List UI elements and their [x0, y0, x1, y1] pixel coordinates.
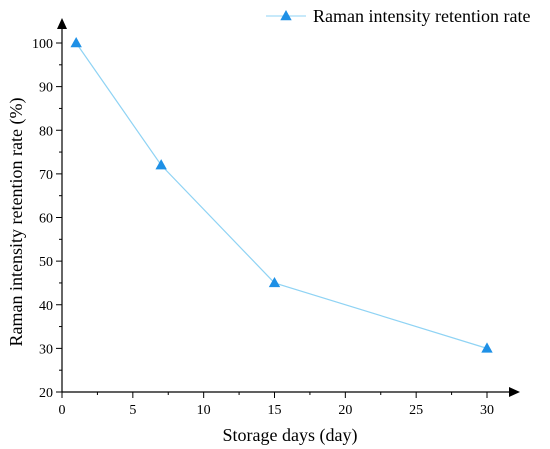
x-tick-label: 0	[59, 403, 66, 418]
y-tick-label: 20	[39, 386, 53, 401]
x-tick-label: 10	[197, 403, 211, 418]
x-axis-arrow	[509, 387, 520, 397]
data-point-marker	[70, 37, 82, 48]
y-tick-label: 40	[39, 299, 53, 314]
data-point-marker	[481, 342, 493, 353]
x-tick-label: 5	[129, 403, 136, 418]
data-point-marker	[155, 159, 167, 170]
data-point-marker	[268, 276, 281, 288]
y-tick-label: 90	[39, 81, 53, 96]
y-tick-label: 80	[39, 124, 53, 139]
x-axis-title: Storage days (day)	[223, 425, 358, 446]
x-tick-label: 30	[480, 403, 494, 418]
y-axis-arrow	[57, 18, 67, 29]
legend: Raman intensity retention rate	[266, 6, 530, 26]
y-ticks: 20 30 40 50 60 70 80 90 100	[32, 37, 62, 401]
y-tick-label: 100	[32, 37, 53, 52]
series-layer	[70, 37, 493, 353]
axes	[57, 18, 520, 397]
x-ticks: 0 5 10 15 20 25 30	[59, 392, 494, 418]
y-tick-label: 50	[39, 255, 53, 270]
series-line	[75, 42, 488, 349]
y-tick-label: 60	[39, 212, 53, 227]
x-tick-label: 20	[338, 403, 352, 418]
y-tick-label: 30	[39, 342, 53, 357]
legend-label: Raman intensity retention rate	[313, 6, 530, 26]
x-tick-label: 15	[268, 403, 282, 418]
y-axis-title: Raman intensity retention rate (%)	[6, 98, 27, 347]
x-tick-label: 25	[409, 403, 423, 418]
legend-marker-triangle	[280, 10, 292, 21]
y-tick-label: 70	[39, 168, 53, 183]
